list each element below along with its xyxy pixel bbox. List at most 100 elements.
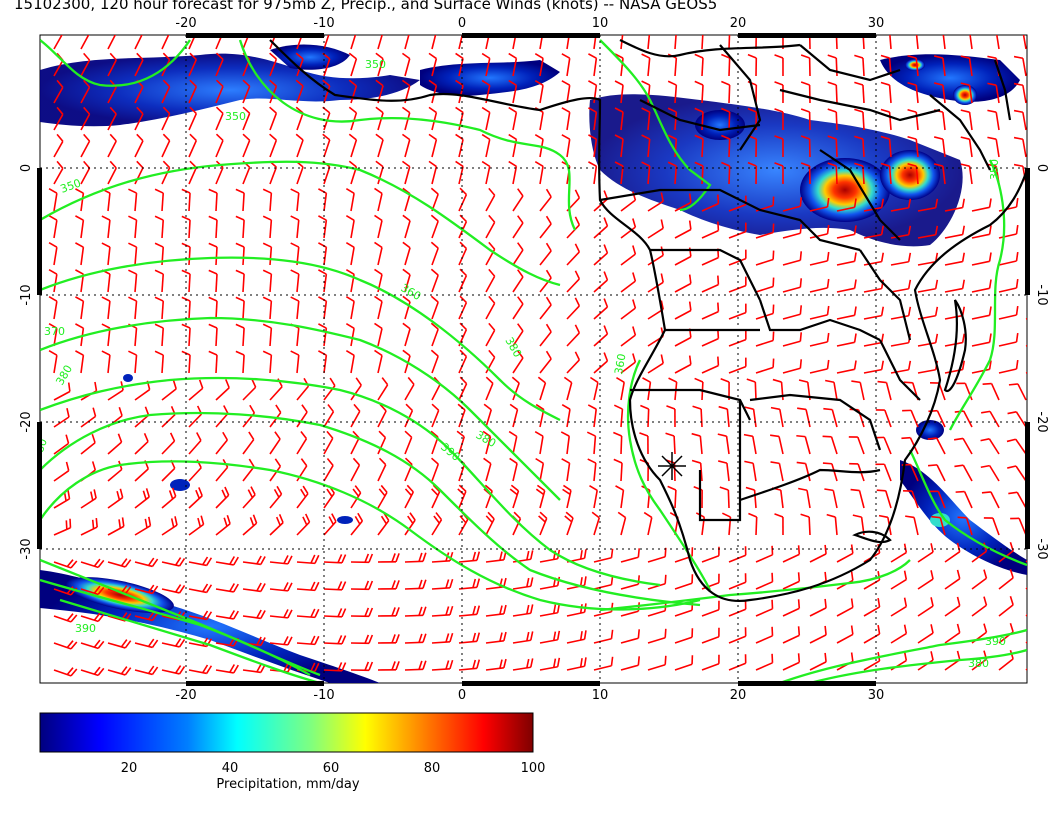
wind-barb-staff — [890, 551, 907, 563]
wind-barb-feather — [632, 326, 637, 336]
wind-barb-feather — [691, 459, 701, 464]
wind-barb-staff — [296, 112, 304, 131]
wind-barb-staff — [53, 167, 64, 185]
wind-barb-feather — [632, 299, 637, 309]
wind-barb-staff — [431, 640, 451, 644]
wind-barb-feather — [1013, 109, 1024, 114]
wind-barb-staff — [188, 669, 207, 675]
wind-barb-staff — [963, 491, 973, 509]
wind-barb-feather — [799, 224, 803, 234]
wind-barb-staff — [269, 273, 273, 293]
wind-barb-staff — [755, 516, 758, 536]
wind-barb-feather — [503, 604, 507, 614]
wind-barb-staff — [107, 615, 126, 622]
wind-barb-feather — [171, 487, 177, 497]
wind-barb-feather — [574, 270, 581, 280]
wind-barb-staff — [832, 490, 838, 509]
wind-barb-staff — [647, 85, 651, 104]
wind-barb-staff — [512, 112, 518, 131]
wind-barb-feather — [229, 556, 236, 565]
wind-barb-staff — [242, 192, 245, 212]
wind-barb-feather — [262, 350, 272, 356]
wind-barb-feather — [401, 106, 411, 114]
wind-barb-feather — [70, 668, 78, 677]
wind-barb-feather — [151, 639, 159, 648]
wind-barb-staff — [377, 491, 388, 509]
wind-barb-staff — [942, 139, 946, 158]
wind-barb-staff — [674, 309, 692, 320]
wind-barb-staff — [215, 561, 234, 566]
wind-barb-feather — [877, 597, 881, 608]
wind-barb-feather — [314, 635, 320, 645]
wind-barb-feather — [337, 635, 343, 644]
wind-barb-staff — [539, 436, 544, 455]
wind-barb-staff — [161, 192, 165, 212]
wind-barb-feather — [880, 225, 885, 235]
wind-barb-staff — [134, 113, 144, 131]
wind-barb-staff — [458, 559, 477, 563]
lon-tick-label: -20 — [175, 688, 196, 703]
wind-barbs-layer — [48, 27, 1027, 677]
wind-barb-feather — [197, 517, 202, 527]
wind-barb-feather — [933, 136, 944, 140]
wind-barb-staff — [836, 341, 855, 347]
wind-barb-feather — [988, 360, 992, 370]
wind-barb-staff — [404, 436, 413, 455]
wind-barb-staff — [377, 410, 387, 428]
wind-barb-feather — [852, 514, 862, 518]
wind-barb-staff — [107, 193, 111, 212]
wind-barb-feather — [668, 27, 676, 31]
wind-barb-staff — [593, 463, 597, 482]
wind-barb-feather — [799, 332, 803, 342]
wind-barb-feather — [97, 667, 105, 676]
wind-barb-staff — [566, 382, 573, 401]
wind-barb-feather — [722, 512, 731, 518]
wind-barb-feather — [407, 376, 415, 385]
wind-barb-staff — [836, 233, 855, 239]
wind-barb-staff — [755, 285, 774, 293]
wind-barb-staff — [431, 355, 439, 374]
wind-barb-feather — [853, 360, 857, 370]
wind-barb-feather — [954, 464, 964, 468]
wind-barb-staff — [269, 561, 288, 565]
wind-barb-staff — [404, 614, 424, 617]
wind-barb-staff — [296, 411, 308, 428]
wind-barb-feather — [583, 576, 587, 586]
wind-barb-feather — [483, 457, 492, 465]
wind-barb-feather — [1007, 411, 1017, 415]
wind-barb-feather — [988, 333, 992, 343]
wind-barb-staff — [215, 327, 218, 347]
wind-barb-staff — [857, 436, 865, 455]
wind-barb-feather — [603, 271, 609, 281]
wind-barb-feather — [955, 490, 965, 493]
wind-barb-staff — [350, 301, 355, 320]
wind-barb-staff — [835, 57, 838, 77]
wind-barb-staff — [512, 58, 518, 77]
wind-barb-feather — [721, 28, 729, 31]
wind-barb-staff — [350, 384, 362, 401]
wind-barb-staff — [620, 610, 639, 617]
lat-tick-label: -10 — [19, 284, 34, 305]
precipitation-field — [40, 44, 1027, 683]
wind-barb-feather — [574, 351, 581, 361]
wind-barb-staff — [890, 341, 909, 347]
wind-barb-feather — [513, 511, 522, 520]
wind-barb-feather — [459, 187, 467, 196]
wind-barb-staff — [404, 668, 424, 671]
wind-barb-feather — [589, 376, 599, 384]
wind-barb-staff — [593, 166, 598, 185]
wind-barb-staff — [728, 203, 747, 212]
wind-barb-feather — [826, 278, 830, 288]
coastlines-and-borders — [269, 39, 1027, 603]
wind-barb-staff — [971, 233, 990, 239]
wind-barb-feather — [128, 242, 137, 248]
wind-barb-feather — [375, 106, 384, 114]
wind-barb-feather — [405, 403, 413, 412]
wind-barb-feather — [797, 545, 801, 555]
wind-barb-feather — [295, 52, 304, 60]
wind-barb-feather — [275, 516, 281, 526]
wind-barb-feather — [368, 580, 374, 590]
wind-barb-feather — [380, 515, 388, 525]
wind-barb-staff — [755, 662, 773, 671]
wind-barb-feather — [93, 612, 101, 621]
